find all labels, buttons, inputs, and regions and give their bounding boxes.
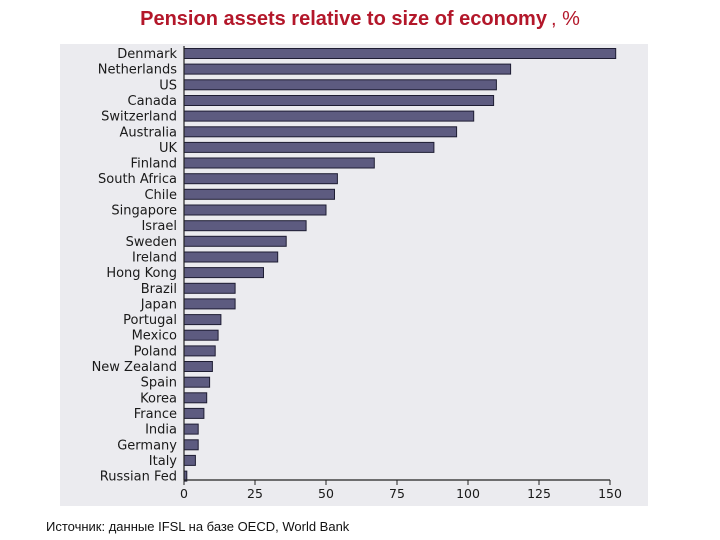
x-tick-label: 150 xyxy=(598,486,622,501)
category-label: US xyxy=(159,78,177,93)
bar-denmark xyxy=(183,48,617,59)
bar-australia xyxy=(183,126,458,138)
bar-south-africa xyxy=(183,173,338,185)
category-label: Canada xyxy=(128,94,177,109)
bar-spain xyxy=(183,376,211,388)
category-label: Mexico xyxy=(132,329,177,344)
bar-germany xyxy=(183,439,199,451)
category-label: Israel xyxy=(141,219,177,234)
category-label: Netherlands xyxy=(98,63,177,78)
bar-india xyxy=(183,423,199,435)
category-label: Singapore xyxy=(111,204,177,219)
chart-title: Pension assets relative to size of econo… xyxy=(0,8,720,31)
x-tick-label: 0 xyxy=(180,486,188,501)
category-label: UK xyxy=(159,141,178,156)
bar-japan xyxy=(183,298,236,310)
x-tick-label: 50 xyxy=(318,486,334,501)
chart-title-text: Pension assets relative to size of econo… xyxy=(140,8,547,30)
bar-france xyxy=(183,407,205,419)
category-label: Australia xyxy=(119,125,177,140)
bar-italy xyxy=(183,454,196,466)
bar-israel xyxy=(183,220,307,232)
bar-chart: DenmarkNetherlandsUSCanadaSwitzerlandAus… xyxy=(92,46,622,501)
category-label: France xyxy=(134,407,177,422)
category-label: Sweden xyxy=(126,235,177,250)
category-label: Spain xyxy=(141,376,177,391)
x-tick-label: 25 xyxy=(247,486,263,501)
category-label: South Africa xyxy=(98,172,177,187)
bar-singapore xyxy=(183,204,327,216)
category-label: India xyxy=(145,423,177,438)
bar-poland xyxy=(183,345,216,357)
category-label: Portugal xyxy=(123,313,177,328)
bar-sweden xyxy=(183,235,287,247)
category-label: Germany xyxy=(117,438,177,453)
bar-portugal xyxy=(183,314,222,326)
source-note: Источник: данные IFSL на базе OECD, Worl… xyxy=(46,519,350,534)
category-label: Japan xyxy=(140,297,177,312)
bar-finland xyxy=(183,157,375,169)
category-label: Finland xyxy=(131,157,177,172)
x-tick-label: 125 xyxy=(527,486,551,501)
bar-chile xyxy=(183,188,335,200)
category-label: Chile xyxy=(144,188,177,203)
category-label: Brazil xyxy=(141,282,177,297)
category-label: Hong Kong xyxy=(106,266,177,281)
chart-title-unit: , % xyxy=(550,8,580,30)
bar-brazil xyxy=(183,282,236,294)
category-label: Korea xyxy=(140,391,177,406)
category-label: Switzerland xyxy=(101,110,177,125)
category-label: Denmark xyxy=(117,47,177,62)
bar-netherlands xyxy=(183,63,512,75)
x-tick-label: 100 xyxy=(456,486,480,501)
bar-switzerland xyxy=(183,110,475,122)
chart-panel: Denmark Netherlands US Canada Switzerland Aus… xyxy=(60,44,648,506)
x-tick-label: 75 xyxy=(389,486,405,501)
bar-canada xyxy=(183,95,495,106)
category-label: New Zealand xyxy=(92,360,177,375)
category-label: Russian Fed xyxy=(100,470,177,485)
category-label: Ireland xyxy=(132,251,177,266)
category-label: Italy xyxy=(149,454,178,469)
bar-mexico xyxy=(183,329,219,341)
bar-ireland xyxy=(183,251,279,263)
category-label: Poland xyxy=(134,344,177,359)
bar-uk xyxy=(183,141,435,153)
bar-hong-kong xyxy=(183,267,264,279)
bar-new-zealand xyxy=(183,361,213,372)
bar-us xyxy=(183,79,497,91)
bar-korea xyxy=(183,392,208,404)
